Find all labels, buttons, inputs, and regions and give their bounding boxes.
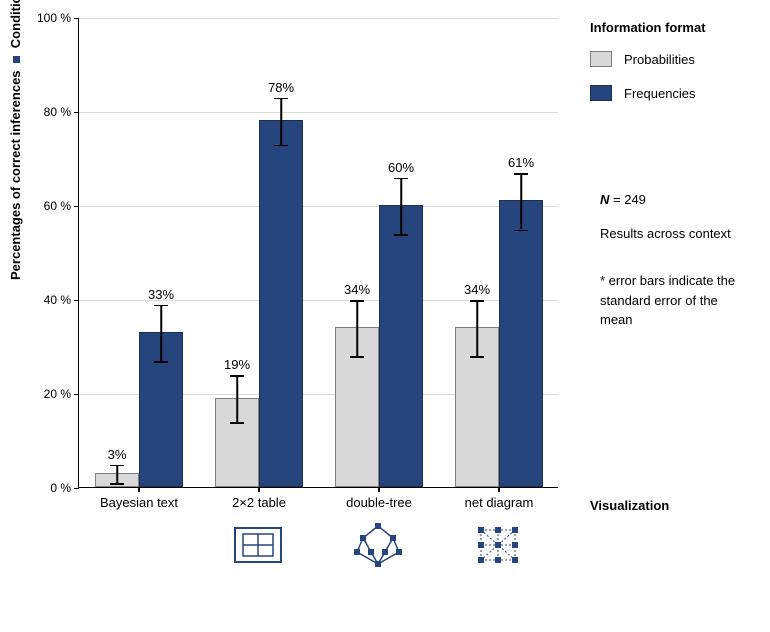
- n-value: = 249: [613, 192, 646, 207]
- context-note: Results across context: [600, 224, 750, 244]
- gridline: [79, 206, 558, 207]
- legend-item: Probabilities: [590, 51, 706, 67]
- bar-value-label: 19%: [224, 357, 250, 372]
- bar-frequencies: [499, 200, 543, 487]
- legend-label: Probabilities: [624, 52, 695, 67]
- y-tick-label: 80 %: [44, 105, 79, 119]
- error-bar: [356, 300, 358, 356]
- y-axis-label-part1: Percentages of correct inferences: [8, 70, 23, 280]
- bar-value-label: 34%: [344, 282, 370, 297]
- bar-value-label: 34%: [464, 282, 490, 297]
- legend-swatch: [590, 85, 612, 101]
- bar-value-label: 78%: [268, 80, 294, 95]
- error-bar: [520, 173, 522, 229]
- y-axis-label: Percentages of correct inferences Condit…: [8, 0, 23, 280]
- error-bar: [236, 375, 238, 422]
- legend: Information format Probabilities Frequenc…: [590, 20, 706, 119]
- error-bar: [280, 98, 282, 145]
- visualization-icon: [351, 522, 405, 573]
- error-bar: [116, 465, 118, 484]
- bar-frequencies: [259, 120, 303, 487]
- visualization-icon: [231, 522, 285, 573]
- error-bar: [400, 178, 402, 234]
- error-bar: [160, 305, 162, 361]
- visualization-icon: [471, 522, 525, 573]
- error-bar: [476, 300, 478, 356]
- legend-swatch: [590, 51, 612, 67]
- legend-item: Frequencies: [590, 85, 706, 101]
- y-axis-dot-icon: [13, 56, 20, 63]
- y-tick-label: 100 %: [37, 11, 79, 25]
- meta-info: N = 249 Results across context * error b…: [600, 190, 750, 330]
- bar-value-label: 60%: [388, 160, 414, 175]
- bar-frequencies: [379, 205, 423, 487]
- y-axis-label-part2: Conditional probability: [8, 0, 23, 48]
- gridline: [79, 18, 558, 19]
- error-bar-note: * error bars indicate the standard error…: [600, 271, 750, 330]
- plot-area: 0 %20 %40 %60 %80 %100 %Bayesian text3%3…: [78, 18, 558, 488]
- legend-title: Information format: [590, 20, 706, 35]
- bar-value-label: 3%: [108, 447, 127, 462]
- chart-container: Percentages of correct inferences Condit…: [0, 0, 770, 632]
- x-axis-title: Visualization: [590, 498, 669, 513]
- y-tick-label: 40 %: [44, 293, 79, 307]
- sample-size: N = 249: [600, 190, 750, 210]
- y-tick-label: 0 %: [50, 481, 79, 495]
- y-tick-label: 60 %: [44, 199, 79, 213]
- gridline: [79, 112, 558, 113]
- legend-label: Frequencies: [624, 86, 696, 101]
- n-label: N: [600, 192, 609, 207]
- y-tick-label: 20 %: [44, 387, 79, 401]
- bar-value-label: 33%: [148, 287, 174, 302]
- bar-value-label: 61%: [508, 155, 534, 170]
